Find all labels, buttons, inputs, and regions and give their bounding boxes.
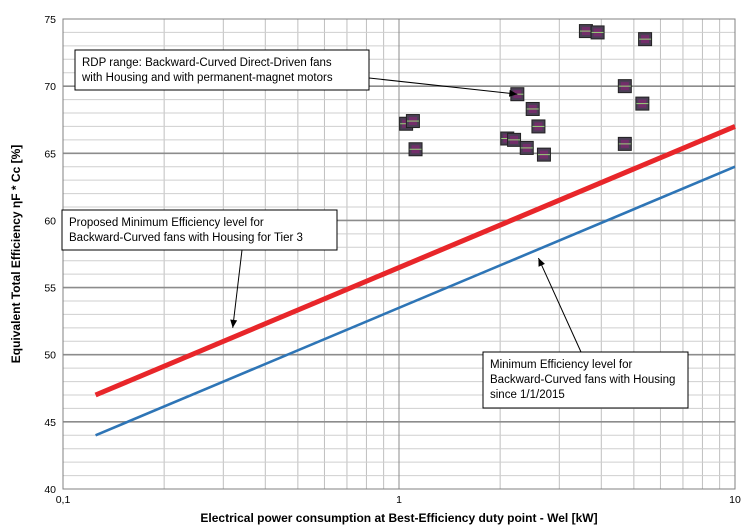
data-point — [531, 119, 546, 134]
proposed-tier3-line — [94, 124, 736, 398]
annotations: RDP range: Backward-Curved Direct-Driven… — [61, 49, 689, 409]
y-tick-label: 70 — [44, 81, 56, 93]
annotation-callout: RDP range: Backward-Curved Direct-Driven… — [74, 49, 518, 97]
annotation-box — [61, 209, 338, 251]
annotation-box — [482, 351, 689, 409]
annotation-text-line: Backward-Curved fans with Housing for Ti… — [69, 232, 303, 244]
annotation-arrowhead — [230, 319, 238, 328]
annotation-text-line: Proposed Minimum Efficiency level for — [69, 217, 264, 229]
annotation-arrow-line — [368, 77, 518, 95]
data-point — [519, 140, 534, 155]
current-minimum-line — [95, 165, 736, 437]
tick-labels: 40 45 50 55 60 65 70 75 0,1 1 10 — [44, 14, 741, 506]
y-tick-label: 40 — [44, 484, 56, 496]
x-tick-label: 1 — [396, 494, 402, 506]
data-point — [405, 114, 420, 129]
y-tick-label: 50 — [44, 350, 56, 362]
y-tick-label: 65 — [44, 148, 56, 160]
x-tick-label: 10 — [729, 494, 741, 506]
plot-area-frame — [62, 18, 736, 490]
data-point — [525, 101, 540, 116]
y-tick-label: 45 — [44, 417, 56, 429]
annotation-arrow-line — [537, 257, 582, 353]
data-point — [617, 79, 632, 94]
y-tick-label: 60 — [44, 215, 56, 227]
y-tick-label: 55 — [44, 283, 56, 295]
series-lines — [94, 124, 736, 437]
annotation-callout: Minimum Efficiency level for Backward-Cur… — [482, 257, 689, 409]
annotation-box — [74, 49, 370, 91]
annotation-text-line: with Housing and with permanent-magnet m… — [81, 72, 333, 84]
data-point — [617, 136, 632, 151]
annotation-text-line: Backward-Curved fans with Housing — [490, 374, 675, 386]
x-tick-label: 0,1 — [56, 494, 71, 506]
x-axis-title: Electrical power consumption at Best-Eff… — [200, 511, 597, 525]
data-point — [590, 25, 605, 40]
annotation-text-line: RDP range: Backward-Curved Direct-Driven… — [82, 57, 332, 69]
data-point — [507, 132, 522, 147]
data-point — [635, 96, 650, 111]
annotation-callout: Proposed Minimum Efficiency level for Bac… — [61, 209, 338, 328]
data-point — [638, 32, 653, 47]
data-point — [408, 142, 423, 157]
data-point — [536, 147, 551, 162]
y-axis-title: Equivalent Total Efficiency ηF * Cc [%] — [9, 145, 23, 363]
annotation-text-line: Minimum Efficiency level for — [490, 359, 632, 371]
annotation-arrow-line — [232, 249, 243, 328]
annotation-arrowhead — [538, 258, 545, 267]
annotation-arrowhead — [509, 89, 518, 97]
data-points — [399, 24, 653, 162]
y-tick-label: 75 — [44, 14, 56, 26]
annotation-text-line: since 1/1/2015 — [490, 389, 565, 401]
data-point — [578, 24, 593, 39]
